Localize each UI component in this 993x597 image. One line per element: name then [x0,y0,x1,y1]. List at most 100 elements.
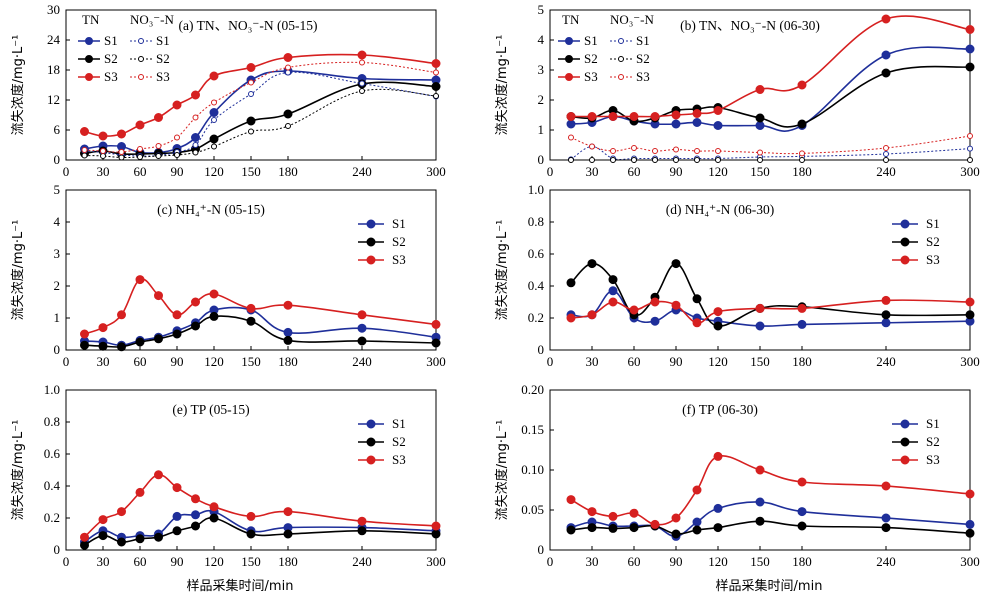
legend-label-s2: S2 [926,434,940,449]
data-point-s3 [246,63,256,72]
x-tick-label: 300 [960,164,980,179]
data-point-s2-no3 [174,152,180,158]
x-tick-label: 240 [352,354,372,369]
chart-panel-f: 0 0.05 0.10 0.15 0.20 0 30 60 90 120 150 180 240 300 流… [494,382,980,569]
legend-label-s1-no3: S1 [636,33,650,48]
legend-label-s1: S1 [392,216,406,231]
data-point-s3 [713,451,723,461]
series-line-s1-no3 [84,71,437,157]
y-tick-label: 3 [54,246,61,261]
chart-panel-d: 0 0.2 0.4 0.6 0.8 1.0 0 30 60 90 120 150 180 240 300 流失… [494,182,980,369]
data-point-s1 [713,503,723,513]
y-tick-label: 3 [538,62,545,77]
data-point-s2-no3 [285,123,291,129]
y-tick-label: 0.4 [44,478,61,493]
data-point-s1-no3 [192,142,199,148]
data-point-s1 [283,327,293,337]
y-tick-label: 18 [47,62,60,77]
data-point-s1-no3 [211,117,217,123]
x-tick-label: 0 [547,554,554,569]
legend-marker-s2-no3 [138,56,144,62]
data-point-s3 [629,305,639,315]
data-point-s3 [117,310,126,320]
legend-label-s3: S3 [926,252,940,267]
x-tick-label: 60 [628,554,641,569]
data-point-s3-no3 [967,133,973,139]
data-point-s3 [154,113,163,122]
data-point-s3 [117,129,126,139]
data-point-s2 [671,529,681,539]
x-tick-label: 300 [426,554,446,569]
data-point-s3 [608,511,618,521]
data-point-s3-no3 [211,99,217,106]
y-tick-label: 0 [54,152,61,167]
data-point-s2 [797,521,807,531]
y-tick-label: 5 [538,2,545,17]
y-axis-label: 流失浓度/mg·L⁻¹ [494,35,510,136]
series-line-s1 [84,70,437,154]
data-point-s3 [965,25,975,34]
data-point-s2 [172,329,182,339]
data-point-s1 [881,513,891,523]
data-point-s3 [135,275,145,285]
data-point-s3 [431,319,441,329]
data-point-s3 [80,329,89,339]
data-point-s2 [431,82,441,91]
data-point-s3-no3 [715,148,721,154]
y-tick-label: 5 [54,182,61,197]
legend-marker-s2 [366,437,376,447]
data-point-s3 [98,323,108,333]
data-point-s1 [881,318,891,328]
x-tick-label: 180 [792,554,812,569]
y-axis-label: 流失浓度/mg·L⁻¹ [494,420,510,521]
legend-marker-s1-no3 [618,38,624,44]
data-point-s2 [881,523,891,533]
data-point-s2 [80,540,89,550]
x-tick-label: 300 [426,354,446,369]
data-point-s2 [755,113,765,123]
x-tick-label: 30 [586,354,599,369]
legend-marker-s1 [366,219,376,229]
data-point-s3-no3 [118,149,125,155]
data-point-s2 [154,532,163,542]
data-point-s3 [209,502,219,512]
x-tick-label: 180 [278,164,298,179]
data-point-s1 [797,319,807,329]
legend-marker-s1-no3 [138,38,144,44]
data-point-s2-no3 [118,154,125,161]
x-tick-label: 120 [204,354,224,369]
legend-label-s1: S1 [392,416,406,431]
data-point-s3-no3 [100,148,106,154]
y-tick-label: 1.0 [528,182,544,197]
legend-marker-s3 [900,455,910,465]
x-tick-label: 90 [171,354,184,369]
chart-panel-c: 0 1 2 3 4 5 0 30 60 90 120 150 180 240 300 流失浓度/mg·L⁻¹ (… [10,182,446,369]
data-point-s2 [881,310,891,320]
data-point-s3-no3 [757,149,763,156]
plot-frame [65,389,437,551]
panel-title: (a) TN、NO₃⁻-N (05-15) [178,18,317,33]
data-point-s2-no3 [192,149,199,156]
data-point-s2 [608,275,618,285]
x-tick-label: 300 [426,164,446,179]
data-point-s2 [135,337,145,347]
data-point-s1-no3 [967,145,973,152]
data-point-s3 [650,297,660,307]
legend-marker-s3 [900,255,910,265]
data-point-s3 [246,511,256,521]
data-point-s2 [431,529,441,539]
legend-label-s3-no3: S3 [636,69,650,84]
data-point-s2 [587,523,597,533]
data-point-s2 [246,116,256,126]
data-point-s3 [881,295,891,305]
data-point-s2 [965,310,975,320]
panel-title: (b) TN、NO₃⁻-N (06-30) [680,18,820,33]
data-point-s1 [755,121,765,130]
data-point-s1-no3 [285,69,291,76]
series-line-s1 [570,501,971,538]
data-point-s1 [965,519,975,529]
legend-label-s1: S1 [584,33,598,48]
data-point-s3-no3 [589,143,595,150]
data-point-s2-no3 [248,128,254,135]
